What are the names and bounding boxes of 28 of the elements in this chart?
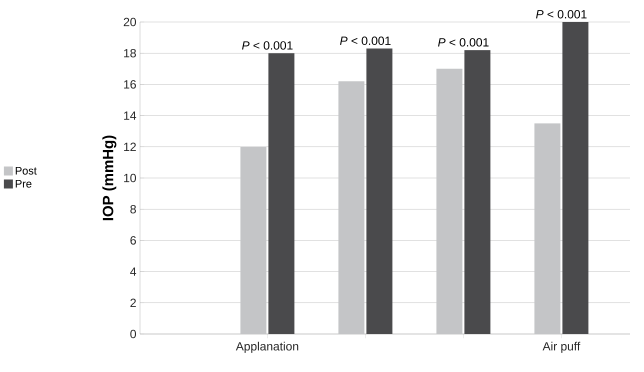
y-tick-label: 8 bbox=[130, 204, 136, 214]
bar bbox=[366, 48, 392, 334]
y-tick-label: 18 bbox=[124, 48, 136, 58]
y-axis-title: IOP (mmHg) bbox=[102, 136, 116, 220]
bar bbox=[240, 146, 266, 334]
bar bbox=[338, 81, 364, 334]
annotation: P < 0.001 bbox=[536, 10, 587, 18]
bar bbox=[464, 50, 490, 334]
annotation: P < 0.001 bbox=[340, 36, 391, 45]
y-tick-label: 12 bbox=[124, 142, 136, 151]
annotation: P < 0.001 bbox=[242, 41, 293, 50]
y-tick-label: 14 bbox=[124, 111, 136, 120]
bar bbox=[436, 68, 462, 334]
bar bbox=[562, 22, 588, 334]
x-tick-label: Air puff bbox=[542, 342, 580, 353]
legend-label: Post bbox=[16, 166, 37, 175]
bar bbox=[268, 53, 294, 334]
y-tick-label: 4 bbox=[130, 267, 136, 276]
annotation: P < 0.001 bbox=[438, 38, 489, 47]
y-tick-label: 20 bbox=[124, 18, 136, 26]
y-tick-label: 2 bbox=[130, 298, 136, 307]
y-tick-label: 6 bbox=[130, 236, 136, 245]
bar bbox=[534, 123, 560, 334]
y-tick-label: 16 bbox=[124, 80, 136, 89]
legend-label: Pre bbox=[16, 180, 32, 188]
y-tick-label: 10 bbox=[124, 174, 136, 182]
y-tick-label: 0 bbox=[130, 330, 136, 338]
x-tick-label: Applanation bbox=[236, 342, 298, 353]
